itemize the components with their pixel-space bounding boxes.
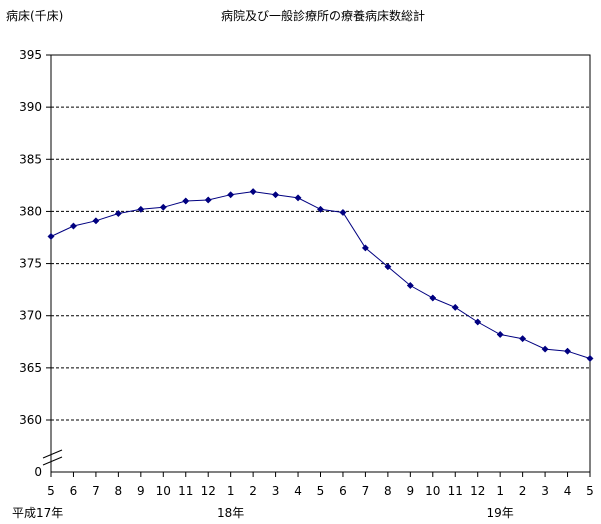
x-tick-label: 1 bbox=[227, 484, 235, 498]
data-point bbox=[92, 217, 100, 225]
data-point bbox=[563, 347, 572, 355]
y-tick-label-zero: 0 bbox=[34, 465, 42, 479]
data-point bbox=[47, 232, 55, 241]
data-point bbox=[519, 335, 527, 343]
y-tick-label: 385 bbox=[19, 152, 42, 166]
data-point bbox=[474, 318, 482, 326]
year-label: 平成17年 bbox=[12, 506, 63, 520]
data-point bbox=[496, 330, 504, 339]
x-tick-label: 2 bbox=[519, 484, 527, 498]
x-tick-label: 2 bbox=[249, 484, 257, 498]
x-tick-label: 5 bbox=[47, 484, 55, 498]
axis-break-mark bbox=[42, 449, 63, 459]
data-point bbox=[361, 244, 369, 252]
x-tick-label: 7 bbox=[362, 484, 370, 498]
y-tick-label: 365 bbox=[19, 361, 42, 375]
x-tick-label: 4 bbox=[294, 484, 302, 498]
data-point bbox=[182, 197, 190, 205]
data-point bbox=[294, 194, 302, 202]
x-tick-label: 10 bbox=[156, 484, 171, 498]
x-tick-label: 12 bbox=[201, 484, 216, 498]
x-tick-label: 11 bbox=[448, 484, 463, 498]
data-point bbox=[69, 222, 78, 230]
x-tick-labels: 5 6 7 8 9 10 11 12 1 2 3 4 5 6 7 8 9 10 11 12 1 2 3 4 5 bbox=[47, 484, 594, 498]
axis-break-mark bbox=[42, 456, 63, 466]
x-tick-label: 7 bbox=[92, 484, 100, 498]
chart-title: 病院及び一般診療所の療養病床数総計 bbox=[221, 8, 425, 23]
x-tick-label: 1 bbox=[496, 484, 504, 498]
y-tick-label: 390 bbox=[19, 100, 42, 114]
year-label: 18年 bbox=[217, 506, 244, 520]
grid-lines bbox=[51, 106, 590, 421]
data-point bbox=[586, 354, 594, 363]
x-tick-label: 6 bbox=[70, 484, 78, 498]
data-point bbox=[384, 263, 392, 271]
axes bbox=[42, 54, 591, 477]
x-tick-label: 12 bbox=[470, 484, 485, 498]
x-tick-label: 8 bbox=[384, 484, 392, 498]
data-point bbox=[451, 303, 459, 311]
x-tick-label: 6 bbox=[339, 484, 347, 498]
x-tick-label: 8 bbox=[115, 484, 123, 498]
y-tick-label: 360 bbox=[19, 413, 42, 427]
x-tick-label: 9 bbox=[137, 484, 145, 498]
y-tick-label: 380 bbox=[19, 204, 42, 218]
data-point bbox=[159, 203, 167, 211]
data-point bbox=[541, 345, 549, 353]
y-tick-labels: 395 390 385 380 375 370 365 360 0 bbox=[19, 48, 42, 479]
y-axis-title: 病床(千床) bbox=[6, 8, 63, 23]
data-point bbox=[249, 188, 257, 196]
data-point bbox=[406, 281, 414, 290]
y-tick-label: 375 bbox=[19, 257, 42, 271]
year-labels: 平成17年 18年 19年 bbox=[12, 506, 514, 520]
x-tick-label: 4 bbox=[564, 484, 572, 498]
data-point bbox=[204, 196, 212, 204]
y-tick-label: 395 bbox=[19, 48, 42, 62]
data-point bbox=[114, 209, 122, 218]
data-point bbox=[272, 191, 280, 199]
x-tick-label: 5 bbox=[317, 484, 325, 498]
data-point bbox=[137, 205, 145, 213]
data-point bbox=[429, 294, 437, 302]
series-layer bbox=[47, 188, 594, 363]
x-tick-label: 3 bbox=[272, 484, 280, 498]
x-tick-label: 5 bbox=[586, 484, 594, 498]
x-tick-label: 9 bbox=[407, 484, 415, 498]
data-point bbox=[316, 205, 325, 213]
year-label: 19年 bbox=[487, 506, 514, 520]
x-tick-label: 3 bbox=[541, 484, 549, 498]
data-point bbox=[227, 191, 235, 199]
x-tick-label: 11 bbox=[178, 484, 193, 498]
y-tick-label: 370 bbox=[19, 309, 42, 323]
series-line bbox=[50, 191, 591, 359]
x-tick-label: 10 bbox=[425, 484, 440, 498]
data-point bbox=[339, 208, 347, 217]
